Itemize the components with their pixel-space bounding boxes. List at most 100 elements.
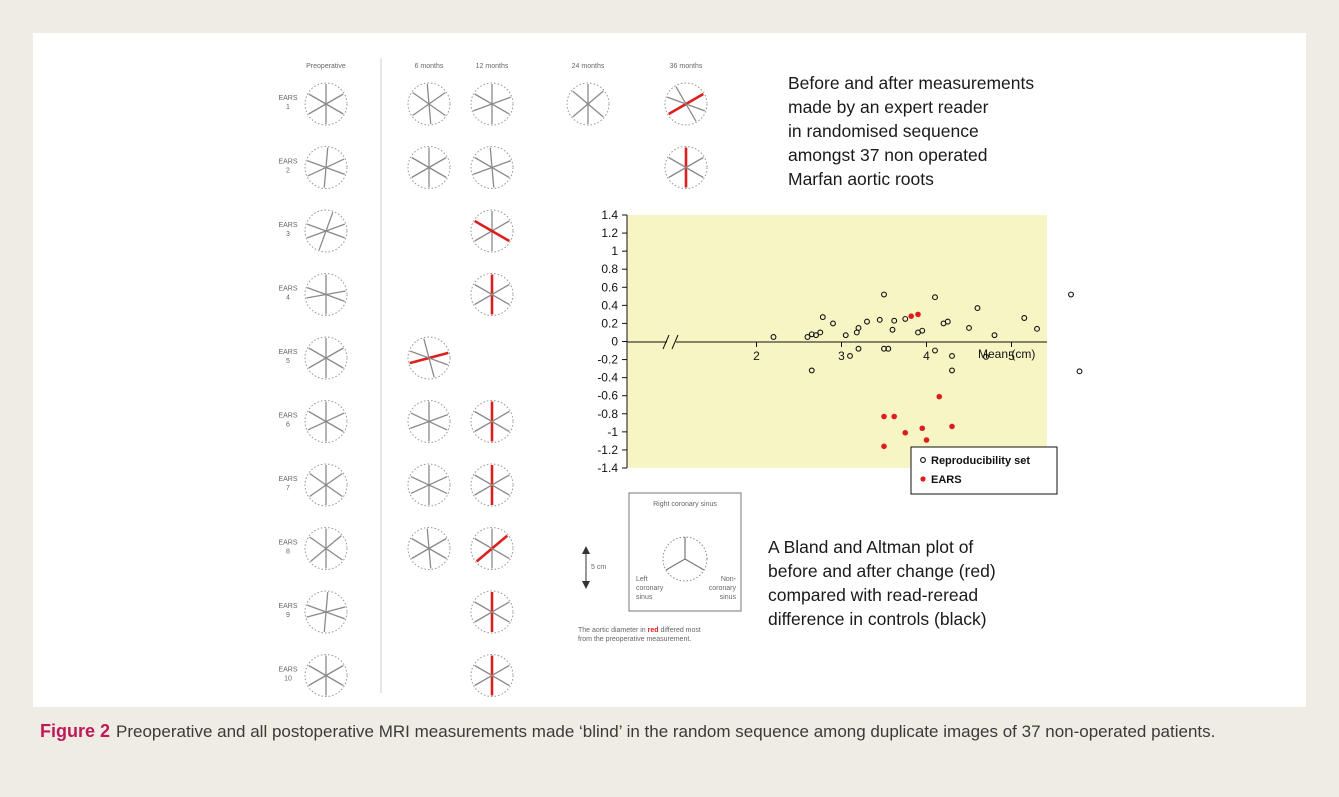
diameter-line — [309, 472, 343, 498]
caption-label: Figure 2 — [40, 721, 111, 741]
patient-label: EARS — [278, 540, 297, 547]
column-header: 24 months — [572, 63, 605, 70]
scale-arrow-up — [582, 546, 590, 554]
bland-altman-plot: 1.4 1.2 1 0.8 0.6 0.4 0.2 0 -0.2 -0.4 -0.6 -0.8 -1 -1… — [597, 208, 1083, 495]
measurement-glyph — [304, 273, 348, 316]
data-point-reproducibility — [891, 317, 898, 324]
patient-number: 10 — [284, 676, 292, 683]
x-tick-label: 4 — [923, 349, 930, 363]
diameter-line — [411, 156, 447, 179]
measurement-glyph — [304, 336, 348, 380]
measurement-glyph — [470, 209, 514, 253]
patient-label: EARS — [278, 413, 297, 420]
data-point-reproducibility — [944, 318, 951, 325]
bottom-annotation-line: compared with read-reread — [768, 585, 978, 605]
column-header: 36 months — [670, 63, 703, 70]
diameter-line — [309, 536, 343, 561]
data-point-reproducibility — [932, 347, 938, 354]
diameter-line — [474, 156, 510, 179]
patient-label: EARS — [278, 349, 297, 356]
data-point-reproducibility — [885, 345, 892, 352]
diameter-line — [410, 475, 448, 495]
measurement-glyph — [304, 82, 348, 126]
data-point-reproducibility — [817, 329, 824, 336]
measurement-glyph — [407, 400, 451, 443]
figure-panel: Preoperative 6 months 12 months 24 month… — [33, 33, 1306, 707]
data-point-reproducibility — [966, 324, 972, 331]
data-point-reproducibility — [991, 332, 998, 339]
legend-marker-reproducibility — [920, 457, 926, 463]
patient-number: 2 — [286, 168, 290, 175]
patient-number: 4 — [286, 295, 290, 302]
patient-number: 1 — [286, 104, 290, 111]
axis-break — [662, 334, 679, 350]
diameter-line — [308, 410, 344, 433]
measurement-glyph — [304, 146, 348, 189]
data-point-reproducibility — [842, 332, 849, 339]
diameter-line — [308, 664, 344, 687]
data-point-reproducibility — [770, 334, 777, 340]
plot-legend: Reproducibility set EARS — [910, 446, 1058, 495]
data-point-reproducibility — [1068, 291, 1074, 298]
top-annotation-line: made by an expert reader — [788, 97, 989, 117]
legend-label-reproducibility: Reproducibility set — [931, 455, 1030, 467]
data-point-ears — [936, 393, 943, 400]
figure-caption: Figure 2 Preoperative and all postoperati… — [40, 718, 1310, 745]
measurement-glyph — [470, 400, 514, 443]
data-point-ears — [902, 429, 909, 436]
non-coronary-label: Non- — [721, 576, 737, 583]
measurement-glyph — [304, 654, 348, 697]
diameter-line — [410, 412, 448, 431]
non-coronary-label: coronary — [709, 585, 737, 592]
diameter-line — [474, 601, 510, 623]
patient-number: 5 — [286, 358, 290, 365]
patient-number: 6 — [286, 422, 290, 429]
data-point-reproducibility — [1034, 325, 1040, 332]
patient-label: EARS — [278, 95, 297, 102]
y-tick-label: 1.2 — [601, 226, 618, 240]
measurement-glyph — [470, 527, 514, 570]
data-point-reproducibility — [1076, 368, 1083, 375]
data-point-reproducibility — [813, 332, 819, 339]
plot-points — [770, 291, 1083, 450]
caption-text: Preoperative and all postoperative MRI m… — [116, 722, 1216, 741]
data-point-ears — [908, 313, 914, 320]
data-point-reproducibility — [949, 353, 955, 359]
diameter-line — [572, 90, 604, 118]
data-point-reproducibility — [864, 318, 870, 325]
legend-marker-ears — [920, 476, 926, 482]
left-coronary-label: sinus — [636, 594, 653, 601]
data-point-reproducibility — [919, 327, 926, 334]
measurement-glyph — [304, 590, 348, 634]
left-coronary-label: Left — [636, 576, 648, 583]
patient-number: 8 — [286, 549, 290, 556]
data-point-reproducibility — [853, 329, 860, 336]
y-tick-label: -0.2 — [597, 353, 618, 367]
orientation-circle — [662, 536, 708, 582]
right-coronary-label: Right coronary sinus — [653, 501, 717, 508]
diameter-line — [668, 156, 704, 179]
data-point-reproducibility — [889, 326, 896, 333]
scale-arrow-down — [582, 581, 590, 589]
data-point-ears — [881, 413, 887, 420]
y-tick-label: 0.2 — [601, 316, 618, 330]
bottom-annotation-line: difference in controls (black) — [768, 609, 987, 629]
non-coronary-label: sinus — [720, 594, 737, 601]
measurement-glyph — [304, 209, 348, 253]
y-tick-label: 1.4 — [601, 208, 618, 222]
measurement-grid: EARS 1 EARS 2 EARS 3 EARS 4 EARS 5 EARS 6 EARS 7 EARS 8… — [278, 82, 708, 697]
data-point-reproducibility — [830, 320, 836, 327]
data-point-reproducibility — [1021, 315, 1028, 321]
diameter-line — [306, 604, 346, 620]
y-tick-label: 0.8 — [601, 262, 618, 276]
y-tick-label: 0 — [611, 335, 618, 349]
x-axis-label: Mean (cm) — [978, 347, 1035, 361]
data-point-reproducibility — [876, 316, 883, 323]
measurement-glyph — [470, 463, 514, 507]
patient-number: 3 — [286, 231, 290, 238]
data-point-reproducibility — [949, 367, 955, 374]
data-point-reproducibility — [881, 291, 887, 298]
data-point-ears — [915, 311, 921, 318]
measurement-glyph — [407, 527, 451, 570]
measurement-glyph — [664, 82, 708, 126]
